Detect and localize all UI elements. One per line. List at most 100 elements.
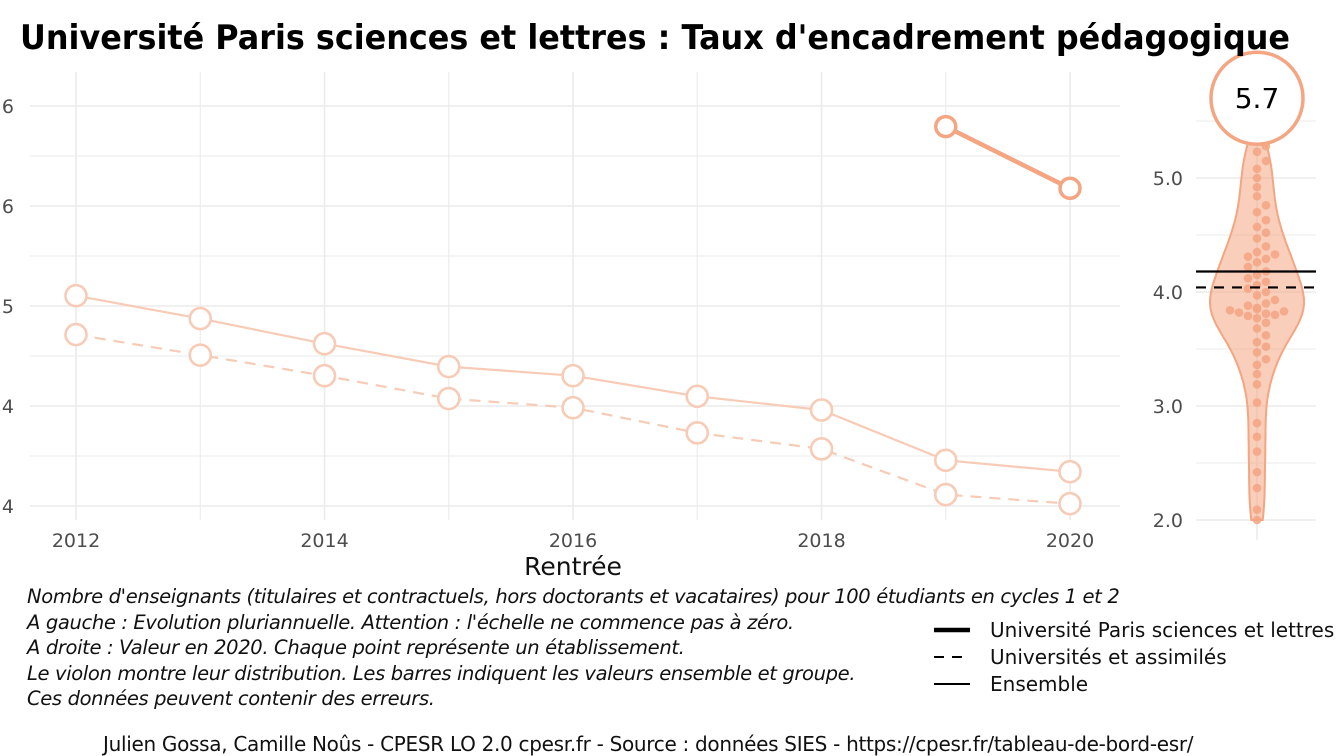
distribution-point [1252,303,1262,313]
series-point [64,322,88,347]
distribution-point [1261,277,1271,287]
source-caption: Julien Gossa, Camille Noûs - CPESR LO 2.… [103,732,1194,756]
distribution-point [1243,284,1253,293]
y-tick-label: 4 [2,496,14,518]
series-point [436,354,461,379]
x-tick-label: 2016 [549,530,597,552]
series-point [188,343,213,367]
distribution-point [1252,207,1262,217]
distribution-point [1234,308,1244,317]
series-point [685,384,710,409]
series-point [188,306,213,331]
legend: Université Paris sciences et lettres Uni… [932,616,1344,697]
distribution-point [1261,354,1271,364]
distribution-point [1261,156,1271,166]
chart-notes: Nombre d'enseignants (titulaires et cont… [27,584,1120,712]
distribution-point [1252,337,1262,347]
distribution-point [1270,295,1280,305]
series-point [561,363,585,388]
distribution-point [1252,234,1262,243]
y-tick-label: 4 [2,396,14,418]
distribution-point [1243,274,1253,283]
series-point [1058,459,1082,484]
y-tick-label: 5.0 [1153,168,1183,190]
distribution-point [1252,360,1262,370]
y-tick-label: 6 [2,196,14,218]
y-tick-label: 5 [2,296,14,318]
x-tick-label: 2014 [300,530,348,552]
distribution-point [1261,215,1271,225]
distribution-point [1261,287,1271,297]
distribution-point [1252,324,1262,333]
distribution-point [1252,398,1262,407]
series-point [934,114,958,139]
highlight-value-label: 5.7 [1235,82,1280,115]
x-tick-label: 2012 [52,530,100,552]
distribution-point [1261,309,1271,318]
distribution-point [1261,201,1271,210]
y-tick-label: 6 [2,96,14,118]
distribution-point [1252,247,1262,257]
legend-item-university: Université Paris sciences et lettres [932,616,1344,643]
series-point [64,283,88,308]
legend-item-ensemble: Ensemble [932,670,1344,697]
distribution-point [1261,342,1271,352]
y-tick-label: 4.0 [1153,282,1183,304]
note-line: Nombre d'enseignants (titulaires et cont… [27,585,1120,608]
note-line: A gauche : Evolution pluriannuelle. Atte… [27,610,794,634]
distribution-point [1243,311,1253,321]
distribution-point [1270,250,1280,259]
x-tick-label: 2018 [797,530,845,552]
legend-label: Universités et assimilés [990,644,1227,669]
chart-title: Université Paris sciences et lettres : T… [20,18,1290,58]
distribution-point [1252,313,1262,323]
distribution-point [1252,182,1262,192]
distribution-point [1252,173,1262,183]
distribution-point [1243,301,1253,310]
distribution-point [1252,418,1262,428]
distribution-point [1252,191,1262,201]
distribution-point [1252,270,1262,280]
legend-item-group: Universités et assimilés [932,643,1344,670]
distribution-point [1252,483,1262,493]
x-tick-label: 2020 [1046,530,1094,552]
series-point [933,448,958,473]
left-panel-marks [64,114,1082,516]
distribution-point [1252,505,1262,515]
legend-key-thick-icon [932,620,972,640]
violin-plot: 5.7 [1196,50,1316,525]
y-tick-label: 3.0 [1153,396,1183,418]
series-point [436,386,461,411]
x-axis-title: Rentrée [524,552,622,581]
distribution-point [1252,291,1262,300]
legend-key-dashed-icon [932,647,972,667]
distribution-point [1243,262,1253,272]
legend-label: Université Paris sciences et lettres [990,617,1335,642]
highlight-bubble [1209,50,1305,146]
distribution-point [1225,305,1235,315]
y-tick-label: 2.0 [1153,510,1183,532]
distribution-point [1252,380,1262,389]
series-point [685,421,710,445]
distribution-point [1261,254,1271,264]
distribution-point [1261,299,1271,308]
distribution-point [1252,369,1262,379]
distribution-point [1252,432,1262,442]
series-point [1058,176,1082,201]
series-point [312,363,337,388]
series-point [312,331,337,356]
legend-key-solid-icon [932,674,972,694]
series-point [933,482,958,507]
legend-label: Ensemble [990,671,1089,696]
series-line [944,124,1072,191]
distribution-point [1261,318,1271,328]
distribution-point [1261,228,1271,238]
note-line: A droite : Valeur en 2020. Chaque point … [27,636,685,659]
distribution-point [1252,467,1262,477]
distribution-point [1243,252,1253,261]
series-point [561,395,585,420]
distribution-point [1252,515,1262,525]
series-point [1058,491,1082,516]
series-point [809,398,834,422]
